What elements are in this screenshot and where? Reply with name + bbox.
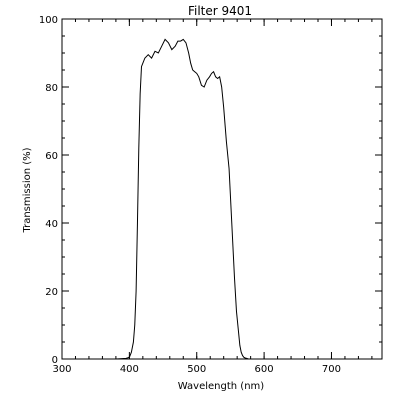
axis-tick-labels: 300 400 500 600 700 0 20 40 60 80 100 [39, 15, 341, 375]
axis-ticks [61, 18, 382, 360]
plot-frame [61, 18, 383, 360]
x-tick-label: 600 [255, 364, 274, 375]
y-tick-label: 40 [45, 219, 58, 230]
y-tick-label: 20 [45, 287, 58, 298]
x-tick-label: 300 [52, 364, 71, 375]
y-tick-label: 100 [39, 15, 58, 26]
transmission-curve [62, 38, 254, 360]
x-axis-title: Wavelength (nm) [178, 381, 264, 392]
y-tick-label: 0 [52, 355, 58, 366]
y-tick-label: 60 [45, 151, 58, 162]
chart-title: Filter 9401 [188, 4, 252, 18]
y-tick-label: 80 [45, 83, 58, 94]
y-axis-title: Transmission (%) [22, 147, 33, 233]
x-tick-label: 700 [322, 364, 341, 375]
x-tick-label: 500 [187, 364, 206, 375]
x-tick-label: 400 [120, 364, 139, 375]
